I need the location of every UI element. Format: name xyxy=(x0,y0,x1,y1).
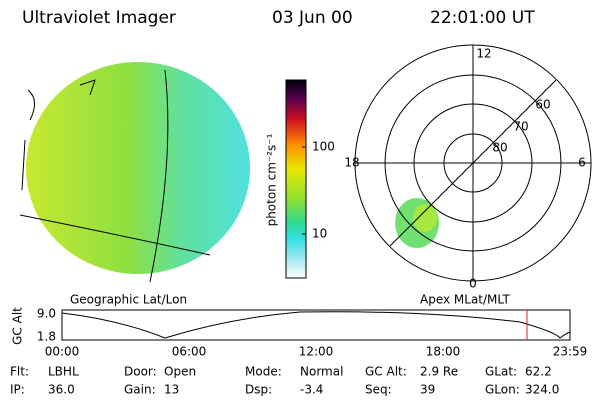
colorbar-tick-label: 10 xyxy=(312,227,327,241)
status-value: 36.0 xyxy=(48,383,75,397)
polar-plot: 12 18 6 0 60 70 80 Apex MLat/MLT xyxy=(344,44,592,307)
status-label: Flt: xyxy=(10,365,29,379)
mlt-label: 0 xyxy=(469,277,477,291)
status-label: Gain: xyxy=(124,383,156,397)
x-tick-label: 12:00 xyxy=(299,345,334,359)
colorbar-scale xyxy=(285,79,307,279)
right-caption: Apex MLat/MLT xyxy=(420,293,510,307)
parallel xyxy=(19,214,211,256)
mlt-label: 6 xyxy=(578,156,586,170)
status-value: Normal xyxy=(300,365,343,379)
status-label: Door: xyxy=(124,365,157,379)
status-label: IP: xyxy=(10,383,25,397)
status-value: 2.9 Re xyxy=(420,365,458,379)
colorbar-tick-label: 100 xyxy=(312,140,335,154)
x-tick-label: 06:00 xyxy=(172,345,207,359)
y-tick-label: 9.0 xyxy=(37,307,56,321)
plot-frame xyxy=(61,309,571,341)
time: 22:01:00 UT xyxy=(430,8,535,28)
x-tick-label: 18:00 xyxy=(426,345,461,359)
status-label: GLat: xyxy=(485,365,517,379)
altitude-curve xyxy=(61,311,571,339)
status-label: Mode: xyxy=(245,365,282,379)
status-value: 39 xyxy=(420,383,435,397)
altitude-plot: GC Alt 9.0 1.8 00:00 06:00 12:00 18:00 2… xyxy=(11,307,588,359)
header: Ultraviolet Imager 03 Jun 00 22:01:00 UT xyxy=(22,8,535,28)
status-label: GLon: xyxy=(485,383,520,397)
y-axis-label: GC Alt xyxy=(11,307,25,345)
left-caption: Geographic Lat/Lon xyxy=(70,293,187,307)
colorbar: 100 10 photon cm⁻²s⁻¹ xyxy=(265,79,335,279)
globe-disk xyxy=(26,62,250,274)
status-value: Open xyxy=(164,365,196,379)
x-tick-label: 00:00 xyxy=(45,345,80,359)
status-label: Dsp: xyxy=(245,383,272,397)
title: Ultraviolet Imager xyxy=(22,8,176,28)
aurora-core xyxy=(413,204,437,232)
lat-label: 60 xyxy=(535,98,550,112)
meridian xyxy=(149,69,169,283)
status-label: GC Alt: xyxy=(365,365,407,379)
status-value: LBHL xyxy=(48,365,79,379)
date: 03 Jun 00 xyxy=(272,8,353,28)
status-label: Seq: xyxy=(365,383,392,397)
y-tick-label: 1.8 xyxy=(37,330,56,344)
status-value: 13 xyxy=(164,383,179,397)
coastline xyxy=(21,79,96,191)
lat-label: 80 xyxy=(492,141,507,155)
lat-label: 70 xyxy=(513,120,528,134)
mlt-label: 12 xyxy=(476,47,491,61)
status-value: -3.4 xyxy=(300,383,323,397)
x-tick-label: 23:59 xyxy=(553,345,588,359)
globe-image: Geographic Lat/Lon xyxy=(19,62,250,307)
status-value: 324.0 xyxy=(525,383,559,397)
status-panel: Flt: LBHL Door: Open Mode: Normal GC Alt: 2.9 R… xyxy=(10,365,559,397)
status-value: 62.2 xyxy=(525,365,552,379)
colorbar-label: photon cm⁻²s⁻¹ xyxy=(265,133,279,226)
mlt-label: 18 xyxy=(344,156,359,170)
mlt-line xyxy=(389,79,557,247)
